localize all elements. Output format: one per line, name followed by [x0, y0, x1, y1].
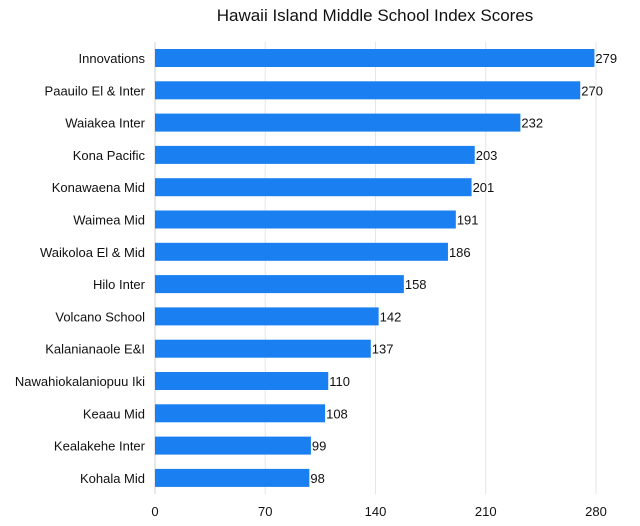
value-labels: 279 270 232 203 201 191 186 158 142 137 110 108 99 98 — [310, 51, 617, 486]
category-label: Keaau Mid — [83, 406, 145, 421]
grid — [154, 42, 597, 494]
x-tick-label: 140 — [365, 504, 387, 519]
bar — [155, 372, 329, 390]
value-label: 270 — [581, 83, 603, 98]
bar — [155, 468, 310, 487]
value-label: 142 — [380, 309, 402, 324]
bar — [155, 242, 448, 261]
bar — [155, 404, 326, 423]
bar — [155, 178, 472, 197]
value-label: 110 — [329, 374, 350, 389]
bar — [155, 307, 379, 326]
value-label: 158 — [405, 277, 427, 292]
value-label: 186 — [449, 245, 471, 260]
value-label: 108 — [326, 406, 348, 421]
bar — [155, 210, 456, 229]
x-tick-label: 210 — [475, 504, 497, 519]
bar — [155, 49, 595, 67]
bar — [155, 81, 581, 100]
category-label: Waikoloa El & Mid — [40, 245, 145, 260]
value-label: 232 — [521, 116, 543, 131]
category-label: Volcano School — [55, 309, 145, 324]
value-label: 203 — [476, 148, 498, 163]
category-labels: Innovations Paauilo El & Inter Waiakea Int… — [15, 51, 146, 486]
chart-title: Hawaii Island Middle School Index Scores — [216, 6, 534, 25]
category-label: Innovations — [79, 51, 146, 66]
bar — [155, 145, 475, 164]
bar — [155, 275, 404, 294]
bars — [155, 49, 595, 487]
category-label: Waiakea Inter — [65, 116, 145, 131]
value-label: 279 — [595, 51, 617, 66]
category-label: Konawaena Mid — [52, 180, 145, 195]
value-label: 191 — [457, 213, 479, 228]
x-tick-label: 280 — [585, 504, 607, 519]
value-label: 201 — [473, 180, 495, 195]
category-label: Kalanianaole E&I — [45, 342, 145, 357]
category-label: Paauilo El & Inter — [45, 83, 146, 98]
x-tick-label: 0 — [151, 504, 158, 519]
category-label: Kealakehe Inter — [54, 439, 146, 454]
bar — [155, 436, 311, 455]
x-tick-label: 70 — [258, 504, 272, 519]
value-label: 98 — [310, 471, 324, 486]
value-label: 99 — [312, 439, 326, 454]
category-label: Waimea Mid — [73, 213, 145, 228]
x-axis-ticks: 0 70 140 210 280 — [151, 504, 606, 519]
category-label: Hilo Inter — [93, 277, 146, 292]
bar — [155, 113, 521, 132]
category-label: Kona Pacific — [73, 148, 146, 163]
bar — [155, 339, 371, 358]
category-label: Nawahiokalaniopuu Iki — [15, 374, 145, 389]
category-label: Kohala Mid — [80, 471, 145, 486]
value-label: 137 — [372, 342, 394, 357]
